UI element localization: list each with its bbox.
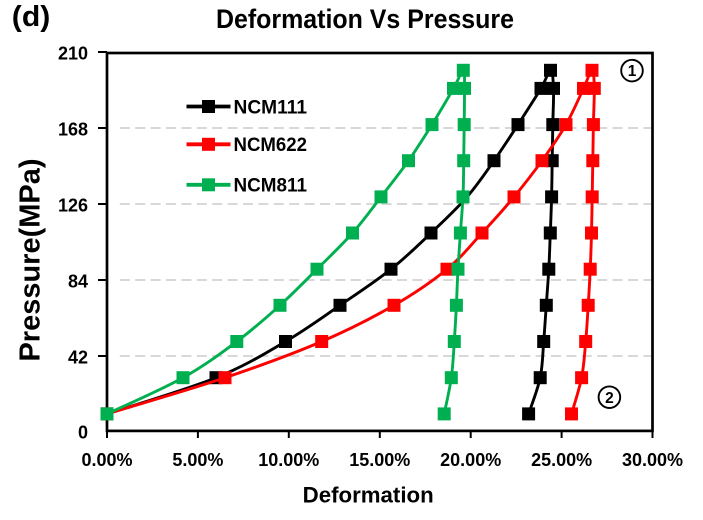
svg-text:168: 168 (58, 120, 88, 140)
svg-text:25.00%: 25.00% (531, 450, 592, 470)
svg-text:NCM811: NCM811 (234, 176, 308, 197)
svg-text:5.00%: 5.00% (172, 450, 223, 470)
svg-text:0.00%: 0.00% (81, 450, 132, 470)
svg-text:210: 210 (58, 44, 88, 64)
svg-text:20.00%: 20.00% (440, 450, 501, 470)
svg-text:NCM622: NCM622 (234, 135, 308, 156)
svg-text:(d): (d) (12, 1, 51, 33)
svg-text:15.00%: 15.00% (349, 450, 410, 470)
svg-text:10.00%: 10.00% (258, 450, 319, 470)
svg-text:126: 126 (58, 196, 88, 216)
svg-text:30.00%: 30.00% (622, 450, 683, 470)
svg-text:Deformation Vs Pressure: Deformation Vs Pressure (216, 4, 514, 34)
svg-text:0: 0 (78, 422, 88, 442)
svg-text:42: 42 (68, 348, 88, 368)
svg-text:1: 1 (628, 63, 637, 80)
svg-text:NCM111: NCM111 (234, 97, 308, 118)
svg-text:2: 2 (605, 390, 614, 407)
svg-text:84: 84 (68, 272, 88, 292)
svg-text:Deformation: Deformation (303, 483, 434, 508)
svg-text:Pressure(MPa): Pressure(MPa) (15, 158, 47, 361)
